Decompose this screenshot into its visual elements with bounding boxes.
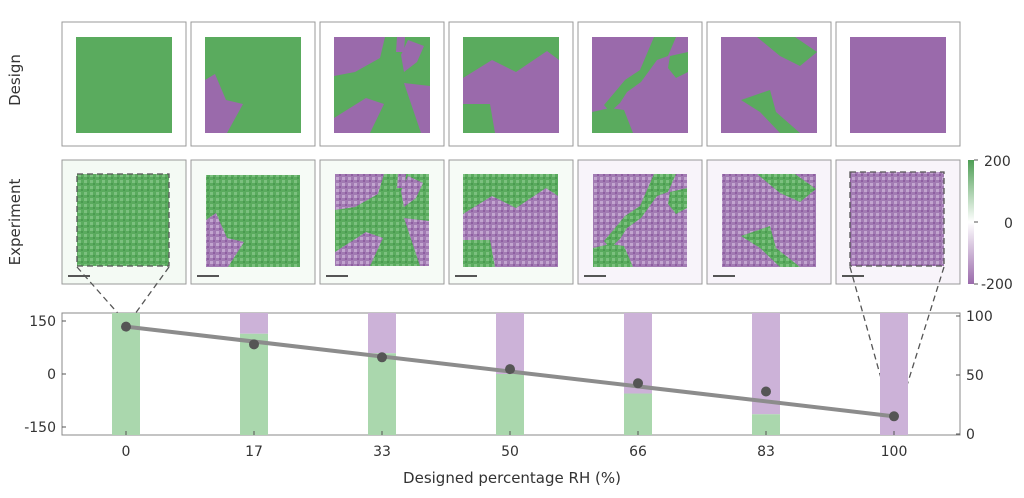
bar-green-50 bbox=[496, 374, 524, 435]
x-tick-label-50: 50 bbox=[501, 444, 519, 460]
data-point-50 bbox=[505, 364, 515, 375]
design-row-label: Design bbox=[6, 54, 24, 106]
experiment-panel-83 bbox=[706, 159, 832, 285]
right-axis: 100 50 0 bbox=[956, 309, 993, 443]
design-panel-50 bbox=[448, 21, 574, 147]
data-point-33 bbox=[377, 352, 387, 363]
design-panel-33 bbox=[319, 21, 445, 147]
design-panel-100 bbox=[835, 21, 961, 147]
colorbar-tick-bottom: -200 bbox=[981, 277, 1013, 293]
data-point-0 bbox=[121, 321, 131, 332]
experiment-panel-17 bbox=[190, 159, 316, 285]
bar-green-66 bbox=[624, 393, 652, 435]
colorbar: 200 0 -200 bbox=[968, 154, 1013, 293]
experiment-panel-0 bbox=[61, 159, 187, 285]
experiment-panel-100 bbox=[835, 159, 961, 285]
data-point-17 bbox=[249, 339, 259, 350]
x-tick-label-83: 83 bbox=[757, 444, 775, 460]
left-axis: 150 0 -150 bbox=[24, 314, 66, 436]
colorbar-tick-top: 200 bbox=[984, 154, 1011, 170]
bar-purple-33 bbox=[368, 313, 396, 354]
x-tick-label-100: 100 bbox=[881, 444, 908, 460]
colorbar-tick-mid: 0 bbox=[1004, 216, 1013, 232]
experiment-panel-66 bbox=[577, 159, 703, 285]
left-tick-minus150: -150 bbox=[24, 420, 56, 436]
right-tick-0: 0 bbox=[966, 427, 975, 443]
x-tick-label-66: 66 bbox=[629, 444, 647, 460]
right-tick-50: 50 bbox=[966, 368, 984, 384]
bar-green-0 bbox=[112, 313, 140, 435]
x-tick-label-17: 17 bbox=[245, 444, 263, 460]
right-tick-100: 100 bbox=[966, 309, 993, 325]
x-tick-label-0: 0 bbox=[122, 444, 131, 460]
bar-green-83 bbox=[752, 414, 780, 435]
design-row bbox=[61, 21, 961, 147]
bar-chart: 150 0 -150 100 50 0 0 17 33 50 66 83 100 Desig… bbox=[24, 309, 993, 487]
design-panel-66 bbox=[577, 21, 703, 147]
x-axis-label: Designed percentage RH (%) bbox=[403, 469, 621, 487]
design-panel-83 bbox=[706, 21, 832, 147]
bar-purple-50 bbox=[496, 313, 524, 374]
data-point-100 bbox=[889, 411, 899, 422]
design-panel-0 bbox=[61, 21, 187, 147]
bar-green-33 bbox=[368, 353, 396, 435]
trend-line bbox=[121, 321, 899, 422]
bar-purple-83 bbox=[752, 313, 780, 415]
experiment-row-label: Experiment bbox=[6, 179, 24, 266]
design-panel-17 bbox=[190, 21, 316, 147]
data-point-66 bbox=[633, 378, 643, 389]
bar-purple-17 bbox=[240, 313, 268, 334]
zoom-lines bbox=[76, 266, 945, 415]
left-tick-0: 0 bbox=[47, 367, 56, 383]
data-point-83 bbox=[761, 386, 771, 397]
experiment-panel-50 bbox=[448, 159, 574, 285]
experiment-row bbox=[61, 159, 961, 285]
bar-green-17 bbox=[240, 333, 268, 435]
x-tick-label-33: 33 bbox=[373, 444, 391, 460]
x-axis: 0 17 33 50 66 83 100 bbox=[122, 431, 908, 460]
left-tick-150: 150 bbox=[29, 314, 56, 330]
experiment-panel-33 bbox=[319, 159, 445, 285]
